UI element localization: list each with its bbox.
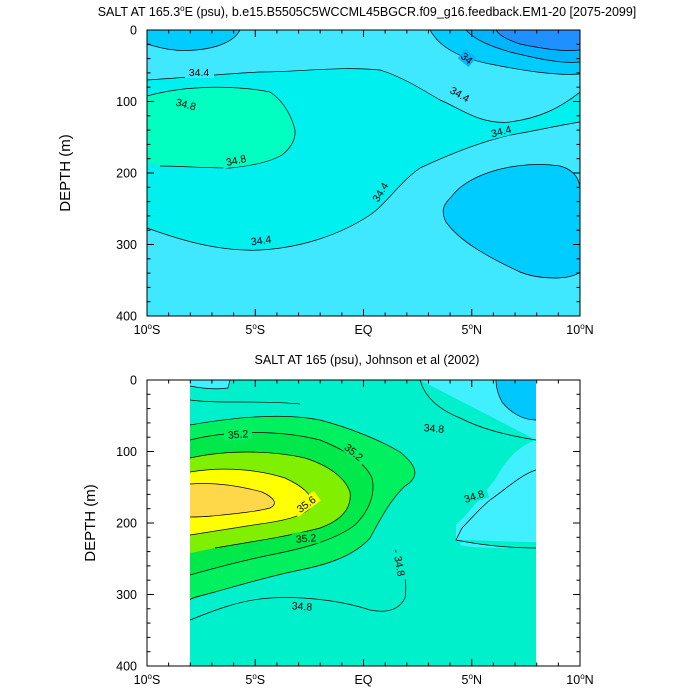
contour-label: 34.8 bbox=[423, 422, 445, 436]
x-tick-label: 10oS bbox=[134, 672, 161, 687]
y-tick-label: 300 bbox=[116, 238, 137, 252]
panel-2-ylabel: DEPTH (m) bbox=[82, 484, 99, 562]
panel-1-ylabel: DEPTH (m) bbox=[57, 134, 74, 212]
x-tick-label: 5oN bbox=[462, 672, 482, 687]
y-tick-label: 0 bbox=[130, 24, 137, 38]
y-tick-label: 200 bbox=[116, 167, 137, 181]
fill-level bbox=[147, 87, 295, 168]
contour-label: 34.4 bbox=[189, 67, 210, 79]
x-tick-label: 10oN bbox=[566, 672, 593, 687]
x-tick-label: 5oS bbox=[245, 322, 265, 337]
panel-2-contour-fills bbox=[190, 380, 536, 666]
panel-1-title: SALT AT 165.3oE (psu), b.e15.B5505C5WCCM… bbox=[98, 4, 637, 19]
y-tick-label: 100 bbox=[116, 95, 137, 109]
panel-2-title: SALT AT 165 (psu), Johnson et al (2002) bbox=[255, 353, 480, 367]
y-tick-label: 200 bbox=[116, 517, 137, 531]
y-tick-label: 300 bbox=[116, 588, 137, 602]
x-tick-label: 5oN bbox=[462, 322, 482, 337]
y-tick-label: 400 bbox=[116, 310, 137, 324]
panel-observed: SALT AT 165 (psu), Johnson et al (2002) bbox=[82, 353, 594, 687]
panel-model: SALT AT 165.3oE (psu), b.e15.B5505C5WCCM… bbox=[57, 4, 636, 337]
y-tick-label: 0 bbox=[130, 374, 137, 388]
x-tick-label: 10oS bbox=[134, 322, 161, 337]
x-tick-label: 10oN bbox=[566, 322, 593, 337]
contour-label: 35.2 bbox=[295, 532, 316, 545]
x-tick-label: 5oS bbox=[245, 672, 265, 687]
y-tick-label: 400 bbox=[116, 660, 137, 674]
x-tick-label: EQ bbox=[354, 673, 372, 687]
contour-label: 35.2 bbox=[227, 428, 248, 441]
contour-label: 34.8 bbox=[291, 600, 312, 613]
x-tick-label: EQ bbox=[354, 323, 372, 337]
y-tick-label: 100 bbox=[116, 445, 137, 459]
